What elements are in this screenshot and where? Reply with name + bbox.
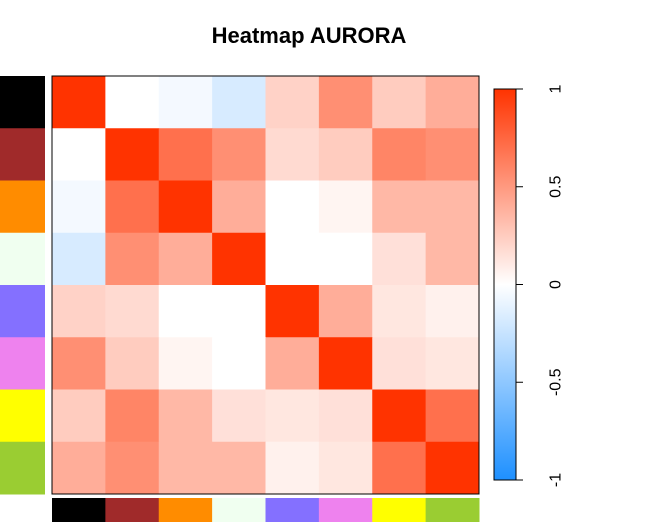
heatmap-cell	[52, 337, 106, 390]
heatmap-cell	[158, 285, 213, 338]
heatmap-cell	[425, 337, 480, 390]
heatmap-cell	[425, 232, 480, 286]
heatmap-cell	[265, 76, 320, 129]
heatmap-cell	[158, 232, 213, 286]
heatmap-cell	[372, 76, 427, 129]
heatmap-cell	[425, 441, 480, 495]
heatmap-cell	[212, 389, 266, 443]
heatmap-cell	[265, 337, 320, 390]
heatmap-cell	[265, 441, 320, 495]
heatmap-cell	[52, 232, 106, 286]
column-annotation-cell	[425, 498, 480, 522]
heatmap-cell	[265, 232, 320, 286]
heatmap-cell	[372, 337, 427, 390]
legend-tick-label: 0	[548, 280, 565, 289]
heatmap-cell	[52, 285, 106, 338]
heatmap-cell	[212, 76, 266, 129]
heatmap-cell	[372, 285, 427, 338]
heatmap-cell	[265, 389, 320, 443]
column-annotation-cell	[105, 498, 160, 522]
column-annotation-cell	[212, 498, 266, 522]
heatmap-cell	[372, 441, 427, 495]
chart-title: Heatmap AURORA	[212, 23, 407, 48]
heatmap-cell	[265, 285, 320, 338]
legend-tick-label: -0.5	[548, 368, 565, 396]
heatmap-cell	[158, 76, 213, 129]
heatmap-cell	[425, 180, 480, 234]
heatmap-cell	[158, 441, 213, 495]
heatmap-cell	[105, 389, 160, 443]
row-annotation-cell	[0, 441, 45, 495]
color-legend-axis: 1 0.5 0 -0.5 -1	[516, 84, 565, 487]
row-annotation-cell	[0, 389, 45, 443]
heatmap-cell	[212, 285, 266, 338]
row-annotation-cell	[0, 180, 45, 234]
heatmap-cell	[212, 128, 266, 181]
column-annotation-cell	[372, 498, 427, 522]
heatmap-cell	[318, 232, 373, 286]
legend-tick-label: -1	[548, 473, 565, 487]
row-annotation-cell	[0, 232, 45, 286]
heatmap-cell	[105, 337, 160, 390]
heatmap-cell	[318, 389, 373, 443]
heatmap-cells	[52, 76, 480, 495]
heatmap-cell	[372, 389, 427, 443]
heatmap-cell	[52, 128, 106, 181]
heatmap-cell	[158, 128, 213, 181]
heatmap-cell	[158, 337, 213, 390]
heatmap-cell	[318, 441, 373, 495]
heatmap-cell	[265, 180, 320, 234]
heatmap-cell	[52, 180, 106, 234]
row-annotation-cell	[0, 128, 45, 181]
heatmap-cell	[318, 180, 373, 234]
column-annotation-cell	[265, 498, 320, 522]
legend-tick-label: 0.5	[548, 176, 565, 198]
heatmap-cell	[52, 441, 106, 495]
column-annotation-bar	[52, 498, 480, 522]
heatmap-cell	[158, 389, 213, 443]
heatmap-cell	[105, 232, 160, 286]
heatmap-cell	[425, 128, 480, 181]
heatmap-cell	[105, 76, 160, 129]
heatmap-cell	[158, 180, 213, 234]
heatmap-cell	[372, 180, 427, 234]
color-legend-bar	[493, 88, 517, 481]
heatmap-cell	[425, 285, 480, 338]
heatmap-cell	[425, 76, 480, 129]
heatmap-cell	[318, 337, 373, 390]
heatmap-border	[51, 75, 480, 495]
heatmap-cell	[212, 337, 266, 390]
row-annotation-cell	[0, 337, 45, 390]
row-annotation-cell	[0, 285, 45, 338]
row-annotation-cell	[0, 76, 45, 129]
heatmap-cell	[212, 441, 266, 495]
heatmap-cell	[372, 128, 427, 181]
heatmap-cell	[318, 285, 373, 338]
heatmap-cell	[372, 232, 427, 286]
heatmap-cell	[318, 128, 373, 181]
heatmap-cell	[105, 128, 160, 181]
heatmap-cell	[105, 180, 160, 234]
row-annotation-bar	[0, 76, 45, 495]
heatmap-cell	[105, 285, 160, 338]
heatmap-cell	[318, 76, 373, 129]
column-annotation-cell	[52, 498, 106, 522]
heatmap-cell	[212, 180, 266, 234]
heatmap-cell	[425, 389, 480, 443]
column-annotation-cell	[158, 498, 213, 522]
heatmap-cell	[105, 441, 160, 495]
heatmap-cell	[212, 232, 266, 286]
heatmap-cell	[265, 128, 320, 181]
column-annotation-cell	[318, 498, 373, 522]
legend-tick-label: 1	[548, 84, 565, 93]
heatmap-cell	[52, 76, 106, 129]
heatmap-cell	[52, 389, 106, 443]
